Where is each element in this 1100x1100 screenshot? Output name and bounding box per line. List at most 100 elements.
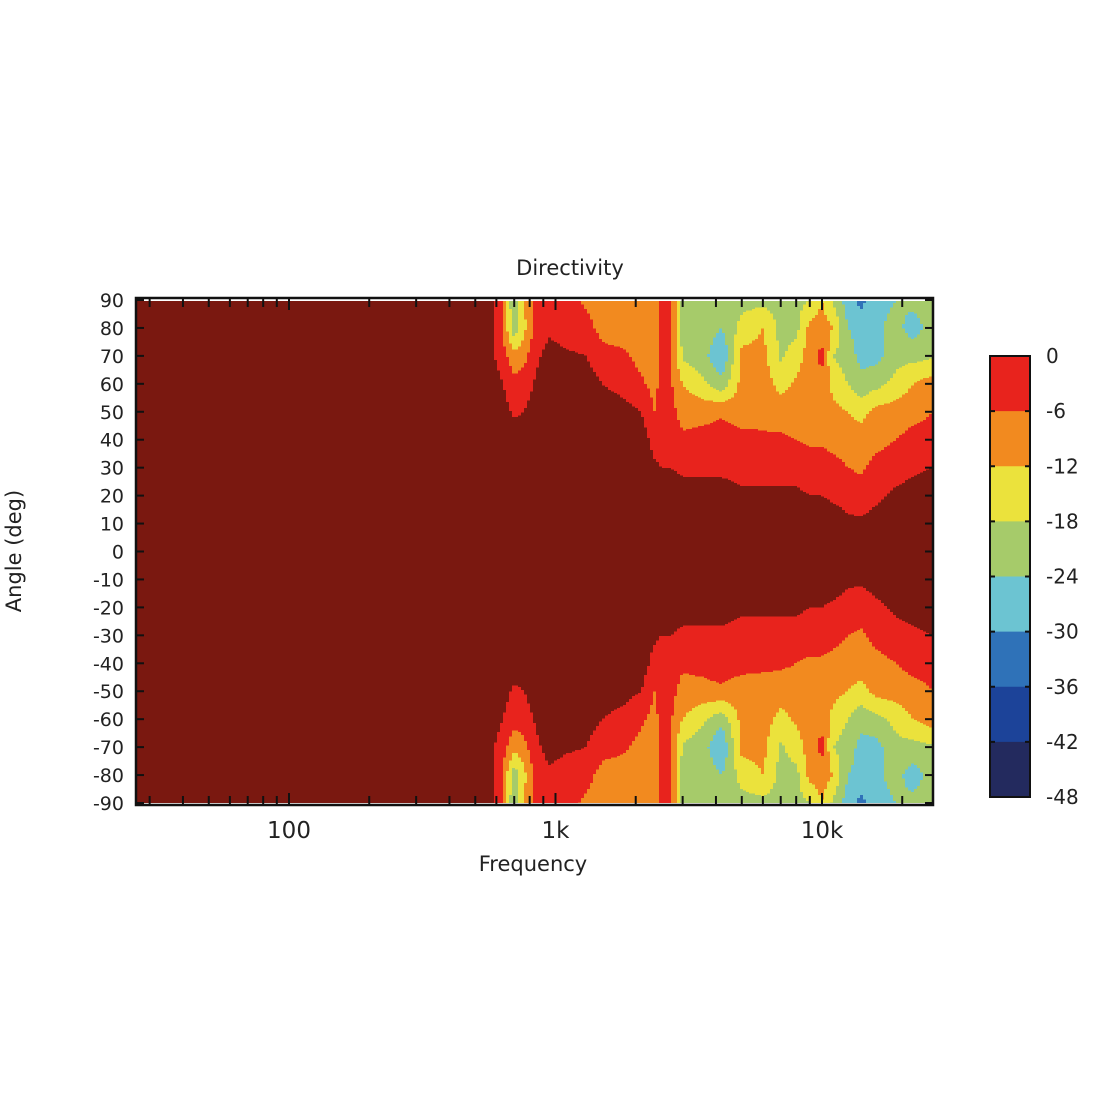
contour-band [821,756,825,801]
contour-band [845,784,849,803]
contour-band [509,691,513,738]
y-tick-label: 0 [112,542,124,564]
contour-band [818,300,822,310]
contour-band [680,427,684,477]
contour-band [821,366,825,448]
contour-band [806,300,810,303]
contour-band [779,394,783,433]
contour-band [794,663,798,726]
contour-band [524,330,528,364]
contour-band [689,625,693,676]
contour-band [680,346,684,382]
contour-band [548,765,552,803]
contour-band [431,300,435,803]
contour-band [686,673,690,714]
y-tick-label: 70 [100,346,124,368]
contour-band [218,300,222,803]
contour-band [929,358,933,378]
contour-band [791,486,795,618]
contour-band [593,774,597,803]
contour-band [785,435,789,487]
contour-band [605,343,609,388]
contour-band [710,702,714,718]
contour-band [770,486,774,618]
contour-band [779,432,783,487]
contour-band [911,363,915,387]
contour-band [740,315,744,349]
contour-band [920,300,924,325]
contour-band [857,396,861,423]
contour-band [653,645,657,693]
contour-band [302,300,306,803]
contour-band [803,300,807,306]
contour-band [839,643,843,697]
contour-band [755,673,759,766]
contour-band [266,300,270,803]
x-tick-label: 100 [267,818,311,844]
contour-band [698,397,702,427]
contour-band [398,300,402,803]
contour-band [632,361,636,408]
contour-band [632,696,636,742]
contour-band [683,742,687,803]
contour-band [842,592,846,642]
contour-band [746,300,750,312]
contour-band [725,717,729,744]
contour-band [809,321,813,448]
contour-band [914,475,918,628]
contour-band [365,300,369,803]
contour-band [464,300,468,803]
contour-band [854,684,858,711]
contour-band [893,300,897,304]
contour-band [890,490,894,613]
contour-band [269,300,273,803]
contour-band [857,681,861,708]
contour-band [515,753,519,771]
contour-band [590,367,594,736]
contour-band [806,657,810,778]
contour-band [647,666,651,715]
contour-band [842,640,846,696]
contour-band [716,714,720,732]
contour-band [791,342,795,384]
contour-band [359,300,363,803]
contour-band [773,616,777,672]
contour-band [917,474,921,630]
contour-band [434,300,438,803]
contour-band [788,436,792,487]
contour-band [707,747,711,750]
contour-band [596,376,600,727]
contour-band [905,315,909,334]
contour-band [764,757,768,796]
contour-band [590,783,594,803]
contour-band [899,484,903,621]
contour-band [797,487,801,616]
contour-band [323,300,327,803]
contour-band [320,300,324,803]
contour-band [773,300,777,321]
contour-band [908,337,912,364]
contour-band [785,486,789,618]
contour-band [686,363,690,391]
contour-band [914,741,918,766]
contour-band [638,693,642,733]
colorbar-label: 0 [1046,344,1059,368]
contour-band [716,372,720,391]
contour-band [806,493,810,610]
contour-band [716,700,720,715]
contour-band [656,714,660,803]
contour-band [593,372,597,732]
contour-band [695,625,699,678]
contour-band [815,315,819,448]
contour-band [539,300,543,358]
contour-band [905,430,909,481]
contour-band [908,624,912,676]
contour-band [203,300,207,803]
contour-band [908,790,912,803]
contour-band [863,418,867,471]
contour-band [767,736,771,795]
contour-band [809,300,813,322]
contour-band [791,438,795,487]
colorbar-label: -6 [1046,399,1066,423]
contour-band [857,306,861,364]
